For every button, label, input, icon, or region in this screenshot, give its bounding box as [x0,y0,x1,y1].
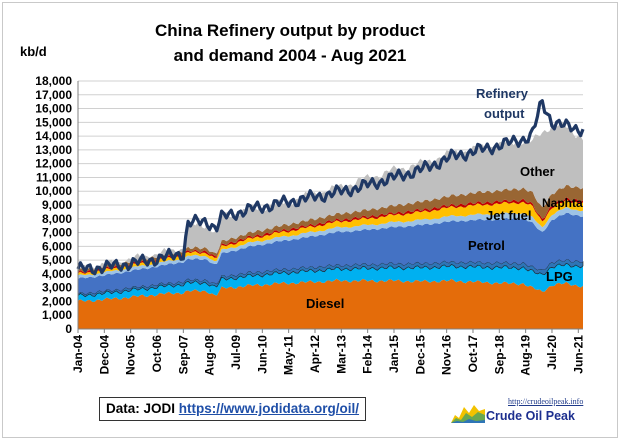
line-refinery-output [76,99,585,276]
annotation-refinery-output-1: Refinery [476,86,529,101]
area-component-2 [77,259,584,298]
x-tick-label: May-11 [282,335,296,375]
y-tick-labels: 01,0002,0003,0004,0005,0006,0007,0008,00… [35,74,72,336]
y-tick-label: 8,000 [42,212,72,226]
x-tick-label: Dec-04 [97,335,111,375]
annotation-naphta: Naphta [542,196,583,210]
data-source-box: Data: JODI https://www.jodidata.org/oil/ [99,397,367,421]
x-tick-label: Sep-18 [492,335,506,375]
x-tick-label: Jul-09 [229,335,243,370]
x-tick-label: Jan-15 [387,335,401,373]
x-tick-label: Aug-08 [203,335,217,376]
x-tick-label: Sep-07 [176,335,190,375]
y-tick-label: 17,000 [35,88,72,102]
x-tick-labels: Jan-04 Dec-04 Nov-05 Oct-06 Sep-07 Aug-08 Jul-… [71,329,585,376]
x-tick-label: Nov-16 [440,335,454,375]
area-diesel [78,278,583,329]
y-tick-label: 11,000 [36,170,72,184]
chart-title: China Refinery output by product and dem… [110,18,470,68]
y-tick-label: 3,000 [42,281,72,295]
y-tick-label: 9,000 [42,198,72,212]
y-tick-label: 15,000 [35,115,72,129]
annotation-refinery-output-2: output [484,106,525,121]
title-line-1: China Refinery output by product [154,21,426,40]
area-petrol [78,212,583,295]
y-tick-label: 10,000 [35,184,72,198]
x-tick-label: Oct-06 [150,335,164,373]
x-tick-label: Jul-20 [545,335,559,370]
annotation-diesel: Diesel [306,296,344,311]
annotation-other: Other [520,164,555,179]
series-annotations: Refinery output Other Naphta Jet fuel Pe… [306,86,583,311]
source-link[interactable]: https://www.jodidata.org/oil/ [178,401,360,416]
source-prefix: Data: JODI [106,401,176,416]
y-tick-label: 7,000 [42,226,72,240]
x-tick-label: Jun-21 [571,335,585,374]
y-tick-label: 12,000 [35,157,72,171]
x-tick-label: Oct-17 [466,335,480,373]
annotation-petrol: Petrol [468,238,505,253]
brand-url[interactable]: http://crudeoilpeak.info [508,397,584,406]
y-tick-label: 0 [65,322,72,336]
y-tick-label: 4,000 [42,267,72,281]
crude-oil-peak-logo [451,405,485,423]
x-tick-label: Mar-13 [334,335,348,374]
x-tick-label: Jun-10 [255,335,269,374]
area-component-4 [78,206,583,279]
y-tick-label: 13,000 [35,143,72,157]
y-tick-label: 5,000 [42,253,72,267]
refinery-output-line-layer [76,99,585,276]
y-tick-label: 18,000 [35,74,72,88]
x-tick-label: Nov-05 [124,335,138,375]
y-axis-unit-label: kb/d [20,44,47,59]
y-tick-label: 6,000 [42,239,72,253]
annotation-lpg: LPG [546,269,573,284]
y-tick-label: 16,000 [35,102,72,116]
y-tick-label: 2,000 [42,294,72,308]
x-tick-label: Dec-15 [413,335,427,375]
x-tick-label: Apr-12 [308,335,322,373]
x-tick-label: Feb-14 [361,335,375,374]
y-tick-label: 1,000 [42,308,72,322]
title-line-2: and demand 2004 - Aug 2021 [173,46,407,65]
x-tick-label: Aug-19 [519,335,533,376]
area-lpg [78,263,583,302]
annotation-jet-fuel: Jet fuel [486,208,532,223]
area-naphta [78,185,583,273]
brand-name: Crude Oil Peak [486,409,575,423]
x-tick-label: Jan-04 [71,335,85,373]
y-tick-label: 14,000 [35,129,72,143]
